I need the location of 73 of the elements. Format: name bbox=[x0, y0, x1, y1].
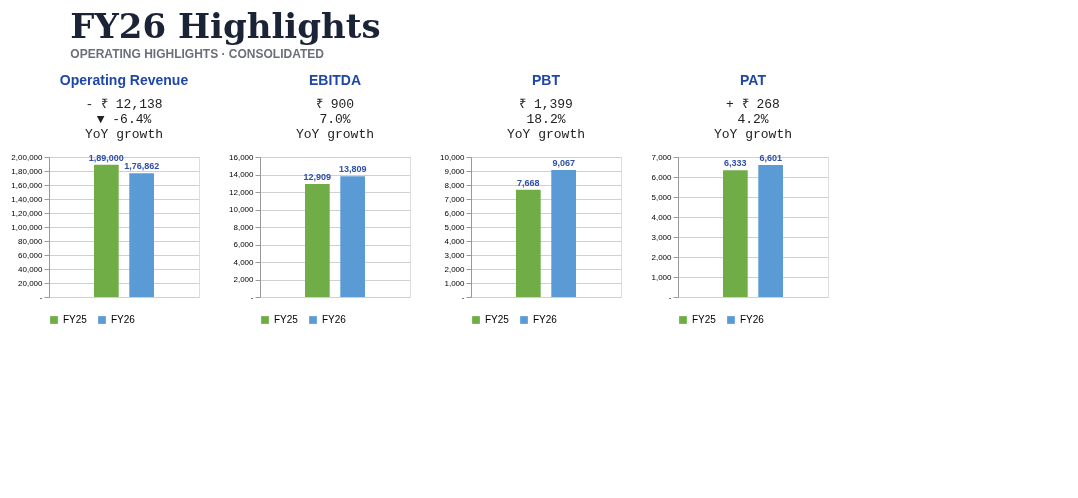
text: YoY growth bbox=[506, 127, 586, 142]
legend-label: FY25 bbox=[692, 314, 717, 325]
y-tick-label: 14,000 bbox=[229, 170, 255, 179]
chart-title: PBT bbox=[532, 72, 561, 88]
y-tick-label: 2,000 bbox=[444, 264, 466, 274]
text: + ₹ 268 bbox=[726, 97, 780, 112]
y-tick-label: - bbox=[39, 292, 43, 302]
y-tick-label: 8,000 bbox=[444, 180, 466, 190]
y-tick-label: 2,00,000 bbox=[11, 152, 44, 162]
legend-label: FY26 bbox=[111, 314, 136, 325]
data-label: 6,333 bbox=[724, 158, 747, 169]
chart-title: EBITDA bbox=[308, 72, 362, 88]
text: ₹ 900 bbox=[315, 97, 355, 112]
y-tick-label: - bbox=[461, 292, 465, 302]
y-tick-label: 6,000 bbox=[444, 208, 466, 218]
legend-label: FY26 bbox=[533, 314, 558, 325]
data-label: 6,601 bbox=[759, 152, 782, 163]
data-label: 12,909 bbox=[303, 172, 332, 183]
y-tick-label: 20,000 bbox=[18, 278, 44, 288]
y-tick-label: 1,000 bbox=[444, 278, 466, 288]
text: YoY growth bbox=[713, 127, 793, 142]
text: ▼ -6.4% bbox=[96, 112, 152, 127]
y-tick-label: 5,000 bbox=[444, 222, 466, 232]
y-tick-label: 9,000 bbox=[444, 166, 466, 176]
legend-label: FY25 bbox=[485, 314, 510, 325]
y-tick-label: - bbox=[250, 292, 254, 302]
data-label: 13,809 bbox=[338, 164, 367, 175]
y-tick-label: 1,60,000 bbox=[11, 180, 44, 190]
data-label: 1,76,862 bbox=[124, 161, 160, 172]
y-tick-label: 7,000 bbox=[444, 194, 466, 204]
y-tick-label: 10,000 bbox=[440, 152, 466, 162]
y-tick-label: 4,000 bbox=[233, 257, 255, 267]
y-tick-label: 3,000 bbox=[444, 250, 466, 260]
legend-label: FY25 bbox=[63, 314, 88, 325]
y-tick-label: 2,000 bbox=[233, 275, 255, 284]
y-tick-label: 1,000 bbox=[651, 272, 673, 282]
text: OPERATING HIGHLIGHTS · CONSOLIDATED bbox=[70, 46, 325, 61]
text: YoY growth bbox=[295, 127, 375, 142]
y-tick-label: 4,000 bbox=[651, 212, 673, 222]
text: 7.0% bbox=[319, 112, 351, 127]
text: YoY growth bbox=[84, 127, 164, 142]
y-tick-label: 5,000 bbox=[651, 192, 673, 202]
y-tick-label: 40,000 bbox=[18, 264, 44, 274]
text: 18.2% bbox=[526, 112, 566, 127]
text: FY26 Highlights bbox=[70, 5, 381, 46]
data-label: 1,89,000 bbox=[88, 152, 124, 163]
y-tick-label: 12,000 bbox=[229, 187, 255, 197]
y-tick-label: 4,000 bbox=[444, 236, 466, 246]
y-tick-label: 1,20,000 bbox=[11, 208, 44, 218]
y-tick-label: - bbox=[668, 292, 672, 302]
y-tick-label: 6,000 bbox=[233, 240, 255, 249]
y-tick-label: 8,000 bbox=[233, 222, 255, 232]
legend-label: FY25 bbox=[274, 314, 299, 325]
y-tick-label: 10,000 bbox=[229, 205, 255, 214]
y-tick-label: 80,000 bbox=[18, 236, 44, 246]
y-tick-label: 1,80,000 bbox=[11, 166, 44, 176]
data-label: 7,668 bbox=[517, 177, 540, 188]
text: 4.2% bbox=[737, 112, 769, 127]
chart-title: Operating Revenue bbox=[59, 72, 189, 88]
y-tick-label: 1,40,000 bbox=[11, 194, 44, 204]
chart-title: PAT bbox=[740, 72, 767, 88]
text: - ₹ 12,138 bbox=[85, 97, 163, 112]
legend-label: FY26 bbox=[322, 314, 347, 325]
data-label: 9,067 bbox=[552, 158, 575, 169]
y-tick-label: 16,000 bbox=[229, 152, 255, 162]
y-tick-label: 3,000 bbox=[651, 232, 673, 242]
y-tick-label: 2,000 bbox=[651, 252, 673, 262]
legend-label: FY26 bbox=[740, 314, 765, 325]
y-tick-label: 6,000 bbox=[651, 172, 673, 182]
y-tick-label: 60,000 bbox=[18, 250, 44, 260]
text: ₹ 1,399 bbox=[519, 97, 573, 112]
y-tick-label: 1,00,000 bbox=[11, 222, 44, 232]
y-tick-label: 7,000 bbox=[651, 152, 673, 162]
